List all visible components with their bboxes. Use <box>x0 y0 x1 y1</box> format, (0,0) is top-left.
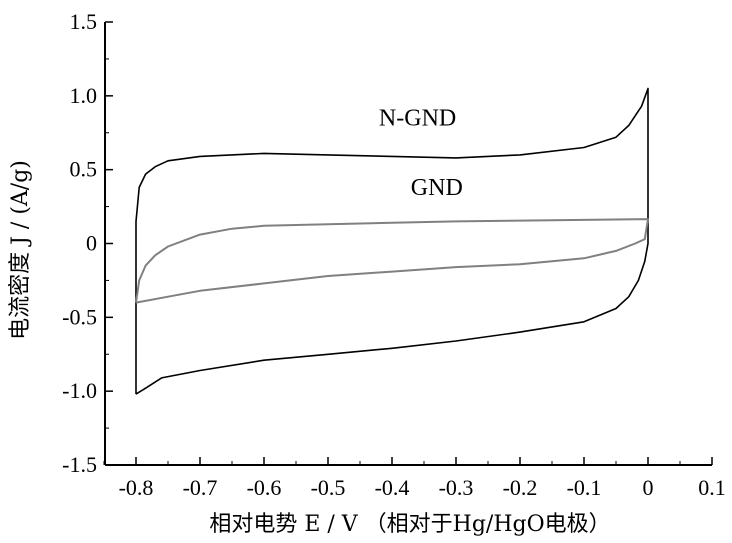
series-line-gnd <box>135 218 649 304</box>
series-line-n-gnd <box>135 87 649 395</box>
y-tick-label: 0 <box>86 231 97 256</box>
x-tick-label: -0.8 <box>119 475 154 500</box>
x-tick-label: -0.3 <box>439 475 474 500</box>
y-tick-label: -1.5 <box>62 452 97 477</box>
x-tick-label: -0.6 <box>247 475 282 500</box>
y-tick-label: -1.0 <box>62 378 97 403</box>
x-tick-label: -0.2 <box>503 475 538 500</box>
y-tick-label: 1.5 <box>70 9 98 34</box>
y-tick-label: 1.0 <box>70 83 98 108</box>
x-tick-label: 0.1 <box>698 475 726 500</box>
series-label: N-GND <box>379 105 456 131</box>
x-tick-label: -0.7 <box>183 475 218 500</box>
y-tick-label: -0.5 <box>62 304 97 329</box>
x-tick-label: 0 <box>643 475 654 500</box>
x-tick-label: -0.4 <box>375 475 410 500</box>
annotation-group: N-GND GND <box>379 105 463 200</box>
x-tick-label: -0.1 <box>567 475 602 500</box>
x-tick-label: -0.5 <box>311 475 346 500</box>
axes <box>104 22 712 466</box>
y-axis-title: 电流密度 J / (A/g) <box>8 160 33 340</box>
series-group <box>135 87 649 395</box>
x-axis-title: 相对电势 E / V （相对于Hg/HgO电极） <box>209 512 610 537</box>
series-label: GND <box>411 175 463 201</box>
ticks: -1.5 -1.0 -0.5 0 0.5 1.0 1.5 -0.8 -0.7 -0.6 -0.5 -0… <box>62 9 726 500</box>
y-tick-label: 0.5 <box>70 157 98 182</box>
